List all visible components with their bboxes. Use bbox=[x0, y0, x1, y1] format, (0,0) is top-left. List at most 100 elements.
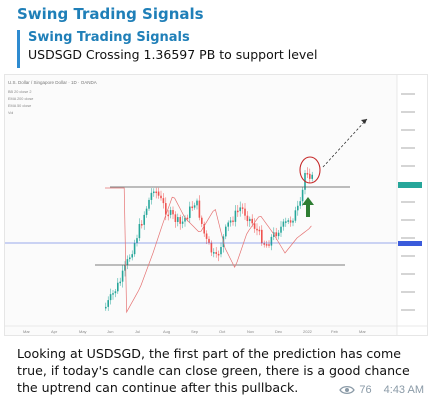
candle bbox=[249, 218, 251, 222]
candle bbox=[189, 206, 191, 218]
price-tick bbox=[401, 111, 415, 113]
candle bbox=[263, 243, 265, 245]
time-axis-label: Oct bbox=[219, 329, 226, 334]
price-axis bbox=[397, 75, 427, 335]
candle bbox=[261, 229, 263, 244]
candle bbox=[169, 210, 172, 215]
candle bbox=[306, 173, 309, 175]
time-axis-label: Mar bbox=[359, 329, 367, 334]
candle bbox=[145, 208, 148, 215]
candle bbox=[241, 207, 244, 209]
price-tick bbox=[401, 93, 415, 95]
candle bbox=[201, 217, 203, 224]
level-price-tag bbox=[398, 241, 422, 246]
candle bbox=[153, 191, 155, 194]
view-count: 76 bbox=[359, 384, 372, 396]
candle bbox=[210, 242, 213, 253]
candle bbox=[282, 221, 285, 227]
candle bbox=[309, 173, 311, 179]
candle bbox=[121, 270, 124, 282]
candle bbox=[208, 238, 210, 243]
message-time: 4:43 AM bbox=[383, 384, 424, 396]
candle bbox=[256, 228, 258, 231]
price-tick bbox=[401, 165, 415, 167]
annotation-circle bbox=[299, 156, 321, 184]
time-axis-label: May bbox=[79, 329, 87, 334]
price-tick bbox=[401, 273, 415, 275]
candle bbox=[138, 223, 141, 239]
candle bbox=[172, 210, 174, 215]
candle bbox=[193, 205, 196, 208]
candle bbox=[167, 214, 169, 217]
price-tick bbox=[401, 237, 415, 239]
indicator-label: EMA 50 close bbox=[8, 104, 31, 108]
candle bbox=[280, 226, 282, 233]
indicator-label: BB 20 close 2 bbox=[8, 90, 31, 94]
candle bbox=[109, 294, 112, 301]
up-arrow-icon bbox=[302, 197, 314, 217]
candle bbox=[294, 210, 297, 221]
price-tick bbox=[401, 309, 415, 311]
candle bbox=[117, 282, 119, 292]
time-axis-label: Mar bbox=[23, 329, 31, 334]
candle bbox=[177, 217, 179, 222]
message-text: Looking at USDSGD, the first part of the… bbox=[17, 346, 410, 395]
candle bbox=[287, 220, 289, 222]
candle bbox=[131, 254, 133, 258]
candle bbox=[203, 223, 205, 234]
candles bbox=[105, 167, 313, 311]
candle bbox=[136, 238, 138, 244]
candle bbox=[244, 208, 246, 216]
reply-title: Swing Trading Signals bbox=[28, 30, 190, 45]
candle bbox=[133, 243, 136, 255]
price-tick bbox=[401, 255, 415, 257]
candle bbox=[165, 203, 167, 215]
indicator-label: Vol bbox=[8, 111, 13, 115]
candle bbox=[213, 252, 215, 254]
channel-name[interactable]: Swing Trading Signals bbox=[17, 5, 204, 23]
candle bbox=[150, 192, 153, 200]
time-axis-label: Jun bbox=[107, 329, 113, 334]
candle bbox=[186, 217, 189, 220]
candle bbox=[246, 215, 249, 222]
candle bbox=[105, 306, 107, 309]
candle bbox=[184, 217, 186, 222]
candle bbox=[227, 222, 229, 227]
candle bbox=[191, 206, 193, 209]
candle bbox=[160, 195, 162, 199]
price-tick bbox=[401, 291, 415, 293]
price-chart: U.S. Dollar / Singapore Dollar · 1D · OA… bbox=[5, 75, 427, 335]
time-axis-labels: Mar Apr May Jun Jul Aug Sep Oct Nov Dec 2022 Feb Mar bbox=[23, 329, 367, 334]
candle bbox=[311, 174, 313, 179]
candle bbox=[155, 191, 157, 194]
candle bbox=[299, 201, 301, 206]
candle bbox=[162, 198, 165, 204]
indicator-labels: BB 20 close 2 EMA 200 close EMA 50 close Vo… bbox=[8, 90, 33, 115]
message-meta: 76 4:43 AM bbox=[339, 384, 424, 396]
candle bbox=[198, 200, 201, 218]
candle bbox=[215, 252, 217, 254]
candle bbox=[258, 229, 261, 232]
candle bbox=[174, 214, 177, 222]
time-axis-label: Apr bbox=[51, 329, 58, 334]
price-tick bbox=[401, 201, 415, 203]
candle bbox=[181, 221, 184, 224]
candle bbox=[119, 281, 121, 284]
chart-header: U.S. Dollar / Singapore Dollar · 1D · OA… bbox=[8, 80, 97, 85]
chart-image[interactable]: U.S. Dollar / Singapore Dollar · 1D · OA… bbox=[4, 74, 428, 336]
time-axis-label: Jul bbox=[135, 329, 140, 334]
moving-average bbox=[105, 187, 312, 314]
candle bbox=[268, 244, 270, 246]
projection-arrowhead bbox=[361, 119, 367, 124]
time-axis-label: Feb bbox=[331, 329, 339, 334]
candle bbox=[126, 259, 129, 265]
candle bbox=[148, 199, 150, 209]
reply-quote[interactable]: Swing Trading Signals USDSGD Crossing 1.… bbox=[17, 30, 417, 68]
candle bbox=[157, 191, 160, 196]
candle bbox=[265, 244, 268, 246]
time-axis-label: Nov bbox=[247, 329, 254, 334]
price-tick bbox=[401, 147, 415, 149]
candle bbox=[196, 200, 198, 206]
price-tick bbox=[401, 219, 415, 221]
candle bbox=[143, 214, 145, 225]
